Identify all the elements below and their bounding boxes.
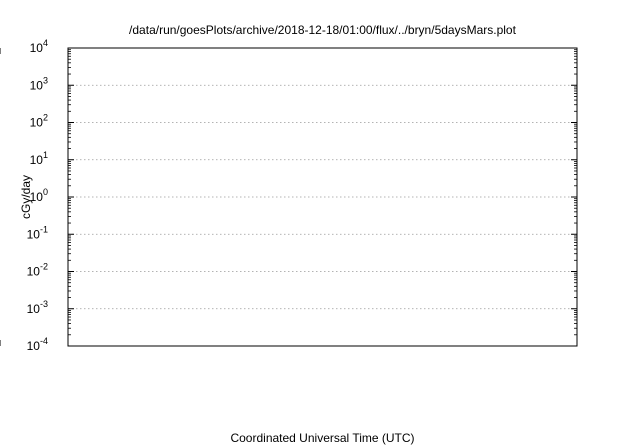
- y-tick-label: 10-4: [27, 336, 48, 353]
- y-tick-label: 10-2: [27, 262, 48, 279]
- y-tick-label: 104: [30, 38, 48, 55]
- y-ticks: 104 103 102 101 100 10-1 10-2 10-3 10-4: [27, 38, 577, 353]
- y-tick-label: 10-1: [27, 224, 48, 241]
- y-tick-label: 103: [30, 75, 48, 92]
- chart-title: /data/run/goesPlots/archive/2018-12-18/0…: [129, 23, 517, 37]
- y-tick-label: 10-3: [27, 299, 48, 316]
- x-axis-label: Coordinated Universal Time (UTC): [230, 431, 414, 445]
- y-axis-label: cGy/day: [19, 175, 33, 219]
- y-tick-label: 100: [30, 187, 48, 204]
- y-tick-label: 101: [30, 150, 48, 167]
- y-tick-label: 102: [30, 113, 48, 130]
- grid: [68, 84, 577, 310]
